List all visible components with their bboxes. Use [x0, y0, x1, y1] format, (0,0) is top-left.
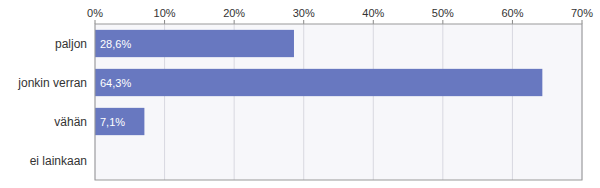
data-label: 64,3%	[100, 77, 131, 89]
tick-label: 40%	[362, 7, 384, 19]
tick-label: 70%	[571, 7, 593, 19]
tick-label: 20%	[223, 7, 245, 19]
tick-mark	[373, 20, 374, 24]
category-label: vähän	[54, 115, 87, 129]
bar	[95, 30, 294, 57]
tick-mark	[303, 20, 304, 24]
tick-mark	[95, 20, 96, 24]
plot-background	[95, 24, 582, 180]
tick-mark	[442, 20, 443, 24]
grid-line	[303, 24, 304, 180]
grid-line	[373, 24, 374, 180]
category-label: ei lainkaan	[30, 154, 87, 168]
grid-line	[512, 24, 513, 180]
bar	[95, 69, 542, 96]
data-label: 7,1%	[100, 116, 125, 128]
y-axis: paljon jonkin verran vähän ei lainkaan	[17, 37, 87, 168]
grid-line	[442, 24, 443, 180]
bar	[95, 108, 144, 135]
tick-label: 60%	[501, 7, 523, 19]
tick-label: 0%	[87, 7, 103, 19]
category-label: jonkin verran	[17, 76, 87, 90]
tick-mark	[512, 20, 513, 24]
tick-label: 30%	[293, 7, 315, 19]
plot-frame	[95, 24, 582, 180]
data-label: 28,6%	[100, 38, 131, 50]
chart-container: 0% 10% 20% 30% 40% 50% 60% 70% paljon jonkin verr…	[0, 0, 600, 188]
category-label: paljon	[55, 37, 87, 51]
tick-label: 10%	[154, 7, 176, 19]
data-labels: 28,6% 64,3% 7,1%	[100, 38, 131, 128]
grid	[95, 24, 582, 180]
tick-mark	[164, 20, 165, 24]
chart-svg: 0% 10% 20% 30% 40% 50% 60% 70% paljon jonkin verr…	[0, 0, 600, 188]
tick-mark	[582, 20, 583, 24]
tick-label: 50%	[432, 7, 454, 19]
x-axis: 0% 10% 20% 30% 40% 50% 60% 70%	[87, 7, 593, 24]
tick-mark	[234, 20, 235, 24]
bars	[95, 30, 542, 135]
